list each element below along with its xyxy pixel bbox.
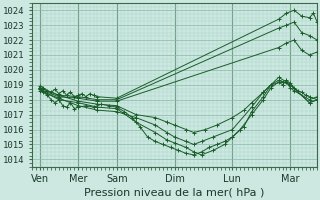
X-axis label: Pression niveau de la mer( hPa ): Pression niveau de la mer( hPa ): [84, 187, 265, 197]
